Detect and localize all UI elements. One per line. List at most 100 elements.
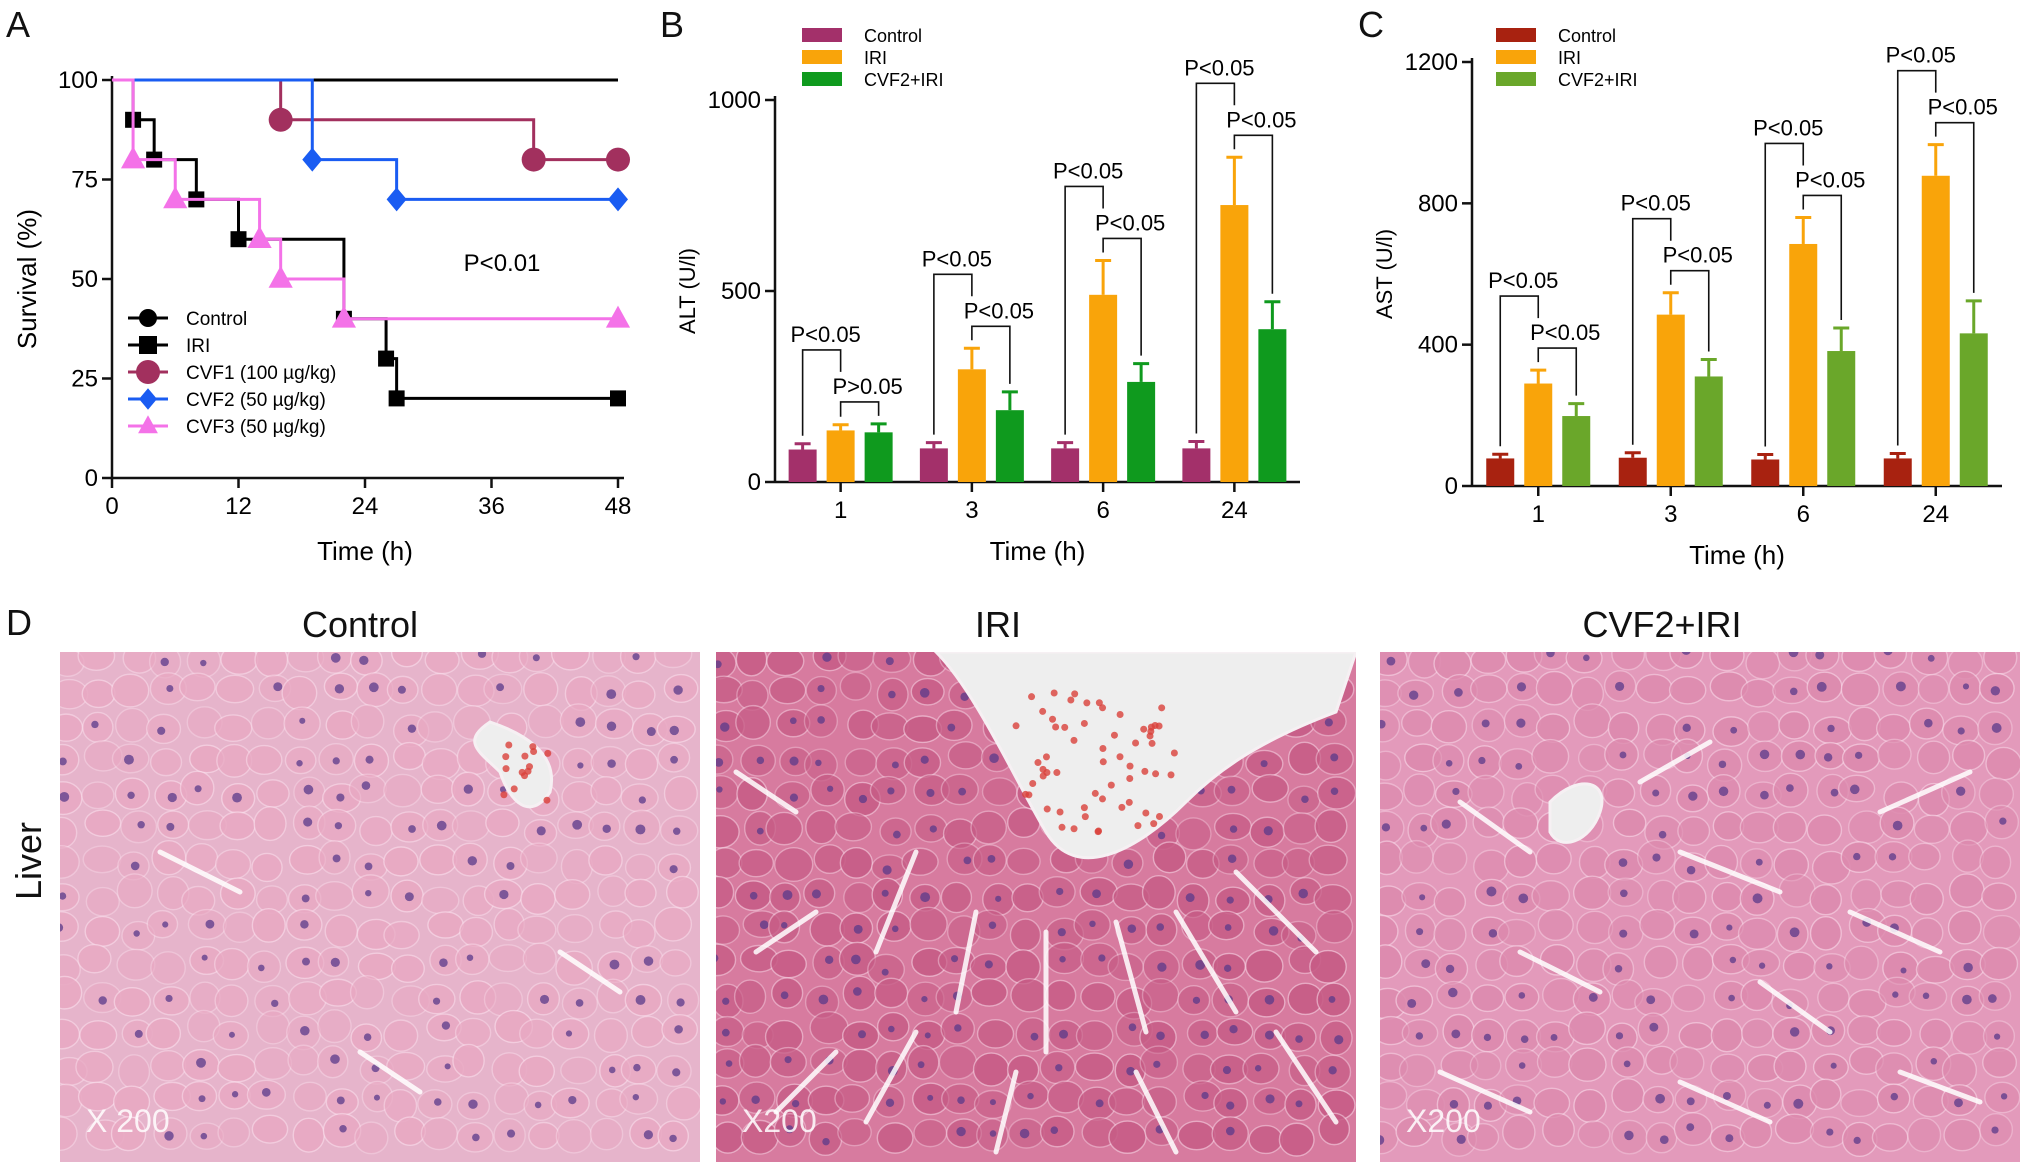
nucleus: [365, 755, 374, 764]
nucleus: [198, 1095, 206, 1103]
nucleus: [921, 995, 928, 1003]
hepatocyte: [1875, 1052, 1913, 1086]
nucleus: [60, 923, 64, 932]
nucleus: [888, 690, 896, 699]
nucleus: [1488, 929, 1498, 938]
red-blood-cell: [1091, 789, 1099, 797]
hepatocyte: [596, 978, 630, 1014]
sinusoid: [753, 909, 819, 955]
y-axis-label: AST (U/l): [1372, 229, 1397, 319]
nucleus: [1624, 1130, 1634, 1141]
red-blood-cell: [1083, 699, 1091, 707]
hepatocyte: [1074, 1052, 1115, 1082]
nucleus: [1615, 1032, 1624, 1040]
nucleus: [336, 1096, 345, 1105]
hepatocyte: [1809, 884, 1842, 916]
hepatocyte: [1141, 874, 1176, 910]
nucleus: [1655, 1093, 1665, 1104]
hepatocyte: [393, 741, 426, 771]
magnification-label: X 200: [86, 1103, 170, 1139]
hepatocyte: [1380, 750, 1402, 781]
hepatocyte: [1668, 675, 1707, 705]
red-blood-cell: [1116, 711, 1124, 719]
nucleus: [1546, 652, 1555, 658]
legend-label: CVF2+IRI: [864, 70, 944, 90]
hepatocyte: [350, 704, 385, 739]
legend-swatch: [1496, 50, 1536, 64]
nucleus: [365, 889, 372, 897]
nucleus: [300, 1025, 310, 1036]
hepatocyte: [1573, 703, 1612, 739]
nucleus: [1954, 1098, 1963, 1108]
nucleus: [988, 921, 997, 929]
outer-bracket: [1499, 295, 1540, 447]
nucleus: [759, 920, 769, 930]
nucleus: [363, 1033, 372, 1041]
hepatocyte: [1847, 810, 1886, 845]
hepatocyte: [1809, 915, 1842, 951]
hepatocyte: [1985, 746, 2020, 781]
hepatocyte: [349, 975, 385, 1010]
hepatocyte: [1573, 1088, 1607, 1124]
legend-swatch: [802, 72, 842, 86]
nucleus: [296, 760, 303, 767]
hepatocyte: [653, 906, 693, 942]
magnification-label: X200: [1406, 1103, 1481, 1139]
red-blood-cell: [1081, 813, 1089, 821]
data-point: [331, 305, 357, 328]
hepatocyte: [488, 944, 528, 973]
nucleus: [887, 787, 895, 795]
red-blood-cell: [1126, 762, 1134, 770]
sinusoid: [1457, 799, 1533, 855]
hepatocyte: [555, 950, 593, 986]
legend-marker: [136, 360, 160, 384]
hepatocyte: [768, 676, 807, 705]
nucleus: [818, 994, 829, 1005]
red-blood-cell: [1150, 820, 1158, 828]
nucleus: [822, 1137, 830, 1146]
hepatocyte: [588, 845, 623, 876]
hepatocyte: [1313, 884, 1353, 915]
hepatocyte: [1910, 652, 1949, 676]
nucleus: [98, 996, 107, 1005]
red-blood-cell: [1034, 759, 1042, 767]
red-blood-cell: [1152, 770, 1160, 778]
nucleus: [1298, 888, 1309, 899]
p-value-annotation: P<0.01: [464, 250, 541, 277]
nucleus: [824, 955, 834, 964]
red-blood-cell: [1070, 736, 1078, 744]
red-blood-cell: [544, 749, 552, 757]
hepatocyte: [222, 911, 258, 943]
legend-entry: CVF2+IRI: [1496, 70, 1638, 90]
nucleus: [1689, 929, 1699, 939]
nucleus: [1268, 926, 1279, 936]
red-blood-cell: [524, 767, 532, 775]
red-blood-cell: [1039, 707, 1047, 715]
nucleus: [1649, 1022, 1659, 1032]
nucleus: [782, 890, 793, 900]
nucleus: [1618, 858, 1628, 867]
survival-line: [112, 78, 618, 162]
legend-swatch: [1496, 28, 1536, 42]
hepatocyte: [659, 949, 692, 977]
hepatocyte: [1502, 1114, 1536, 1150]
hepatocyte: [560, 848, 594, 885]
bar: [1089, 294, 1118, 482]
nucleus: [361, 781, 371, 790]
nucleus: [332, 757, 340, 765]
nucleus: [468, 1099, 478, 1109]
nucleus: [397, 685, 406, 694]
bar: [1258, 329, 1287, 482]
hepatocyte: [1876, 1018, 1912, 1047]
bar: [1524, 383, 1553, 486]
nucleus: [364, 862, 373, 871]
central-vein: [1548, 782, 1604, 844]
hepatocyte: [970, 810, 1008, 845]
nucleus: [496, 683, 505, 692]
bar: [995, 410, 1024, 482]
bar: [1656, 314, 1685, 486]
sinusoid: [157, 849, 243, 895]
hepatocyte: [1531, 738, 1570, 774]
red-blood-cell: [1080, 804, 1088, 812]
survival-line: [112, 78, 618, 201]
